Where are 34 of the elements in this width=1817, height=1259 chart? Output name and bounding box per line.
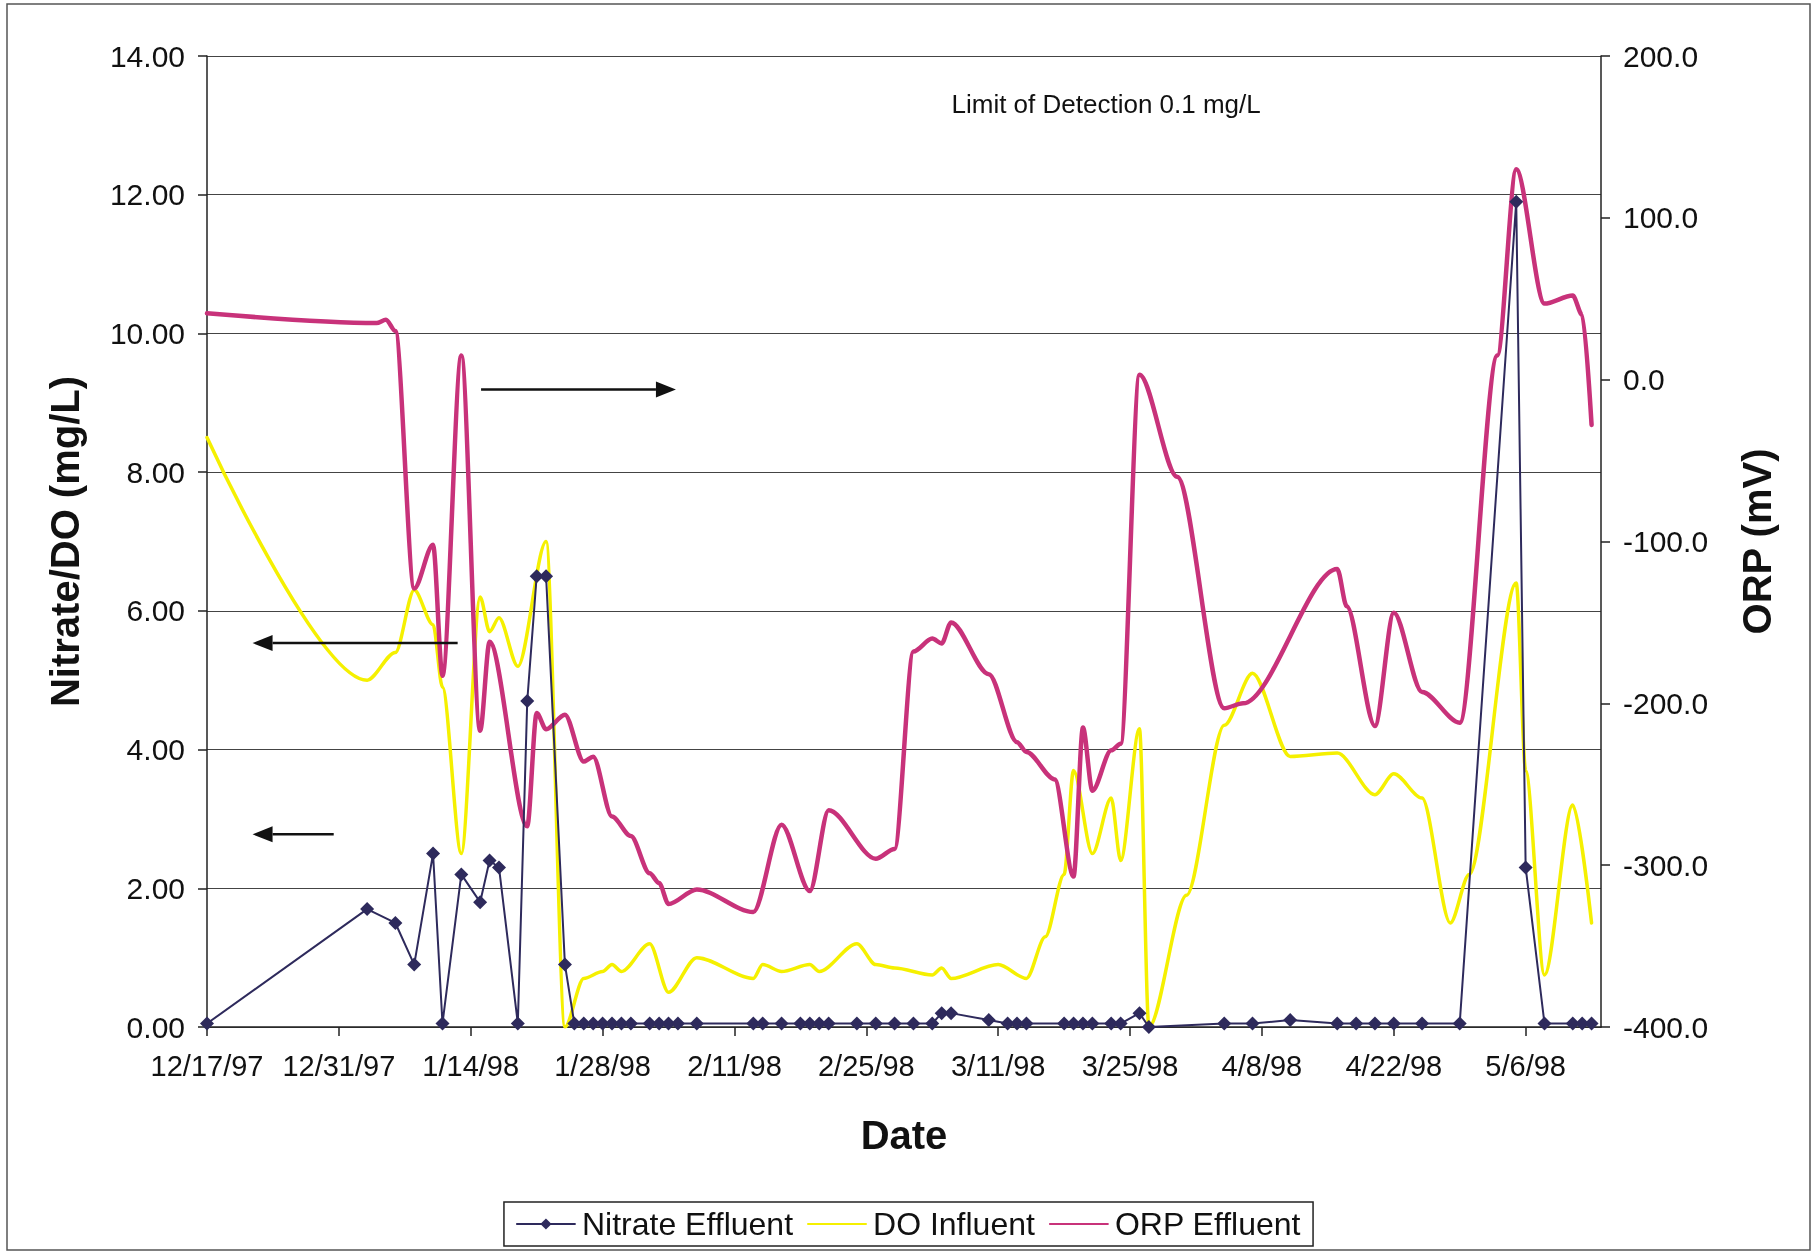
x-tick-label: 3/25/98 — [1081, 1049, 1179, 1082]
x-tick-label: 1/28/98 — [554, 1049, 651, 1082]
y-tick-label: 14.00 — [109, 39, 185, 73]
y2-tick-label: -200.0 — [1623, 686, 1709, 720]
y2-tick-label: 200.0 — [1623, 39, 1699, 73]
y2-tick-label: 0.0 — [1623, 363, 1665, 397]
annotation: Limit of Detection 0.1 mg/L — [951, 88, 1261, 119]
y2-axis-title: ORP (mV) — [1735, 448, 1779, 635]
x-tick-label: 3/11/98 — [950, 1049, 1046, 1082]
x-tick-label: 2/11/98 — [687, 1049, 782, 1082]
y-tick-label: 4.00 — [126, 733, 185, 767]
x-tick-label: 12/31/97 — [282, 1049, 396, 1082]
x-tick-label: 2/25/98 — [817, 1049, 915, 1082]
y2-tick-label: -100.0 — [1623, 525, 1709, 558]
line-series — [204, 167, 1594, 915]
legend-label: ORP Effluent — [1114, 1206, 1301, 1242]
y2-tick-label: 100.0 — [1623, 201, 1699, 235]
y-tick-label: 12.00 — [109, 178, 185, 212]
y-axis-title: Nitrate/DO (mg/L) — [43, 375, 87, 708]
y-tick-label: 6.00 — [126, 594, 185, 628]
x-tick-label: 4/22/98 — [1345, 1049, 1443, 1082]
legend-label: DO Influent — [873, 1206, 1035, 1242]
x-axis-title: Date — [860, 1113, 948, 1157]
x-tick-label: 1/14/98 — [422, 1049, 520, 1082]
y-tick-label: 8.00 — [126, 455, 185, 489]
x-tick-label: 4/8/98 — [1221, 1049, 1303, 1082]
y-tick-label: 0.00 — [126, 1010, 185, 1044]
y-tick-label: 2.00 — [126, 871, 185, 905]
x-tick-label: 5/6/98 — [1485, 1049, 1566, 1082]
y2-tick-label: -300.0 — [1623, 848, 1709, 882]
x-tick-label: 12/17/97 — [150, 1049, 264, 1082]
legend-label: Nitrate Effluent — [581, 1206, 794, 1242]
y-tick-label: 10.00 — [109, 316, 185, 350]
y2-tick-label: -400.0 — [1623, 1010, 1709, 1044]
